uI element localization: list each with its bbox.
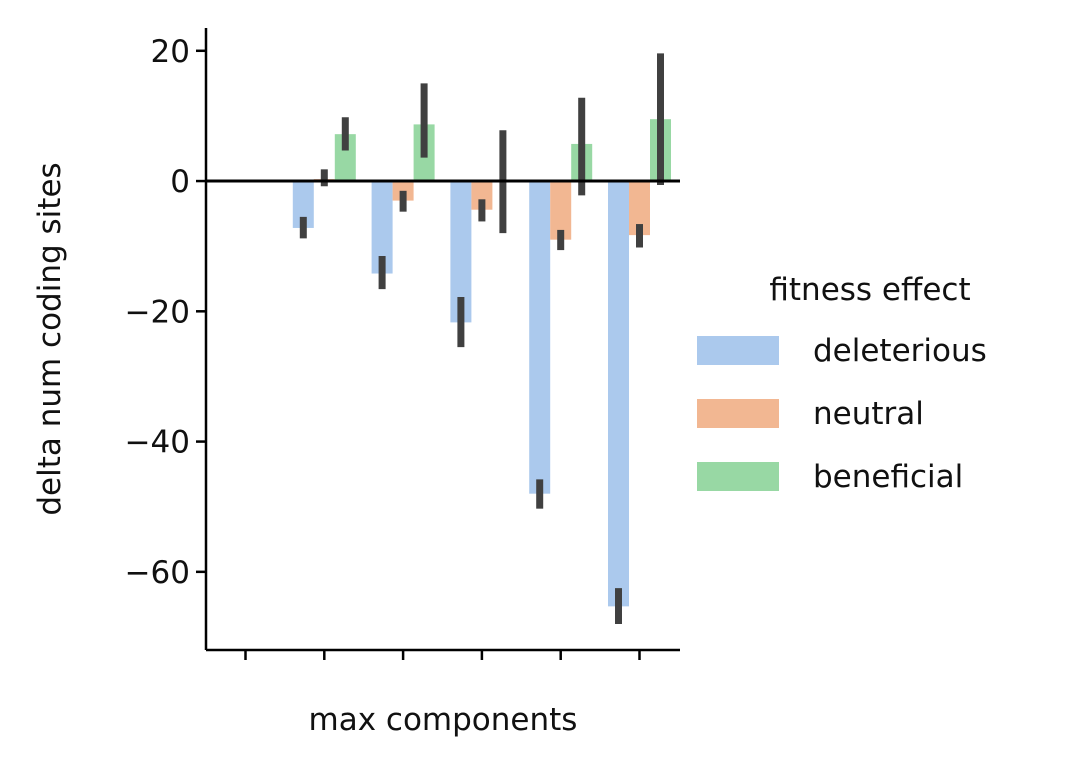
legend-label-deleterious: deleterious [813, 333, 987, 369]
legend-label-neutral: neutral [813, 396, 924, 432]
legend-swatch-neutral [697, 399, 779, 428]
x-axis-title: max components [309, 702, 578, 738]
bar-deleterious-1 [292, 181, 314, 228]
x-ticks [244, 650, 641, 660]
y-ticks: 20 0 −20 −40 −60 [125, 34, 206, 591]
legend-swatch-beneficial [697, 462, 779, 491]
bar-neutral-3 [471, 181, 493, 210]
legend-title: fitness effect [769, 272, 970, 308]
bar-neutral-2 [392, 181, 414, 201]
y-tick-label: −40 [125, 425, 190, 461]
y-tick-label: 20 [151, 34, 190, 70]
y-tick-label: −20 [125, 294, 190, 330]
y-axis-title: delta num coding sites [32, 162, 68, 515]
bar-deleterious-2 [371, 181, 393, 274]
error-bars-layer [299, 53, 664, 624]
bar-deleterious-4 [529, 181, 551, 494]
bar-deleterious-3 [450, 181, 472, 323]
bar-deleterious-5 [608, 181, 629, 607]
y-tick-label: −60 [125, 555, 190, 591]
bars-layer [292, 119, 671, 607]
legend: fitness effect deleterious neutral benefic… [697, 272, 987, 495]
legend-label-beneficial: beneficial [813, 459, 963, 495]
y-tick-label: 0 [170, 164, 190, 200]
legend-swatch-deleterious [697, 336, 779, 365]
bar-beneficial-1 [334, 134, 356, 182]
legend-items: deleterious neutral beneficial [697, 333, 987, 495]
bar-neutral-4 [550, 181, 572, 240]
bar-neutral-5 [629, 181, 650, 236]
